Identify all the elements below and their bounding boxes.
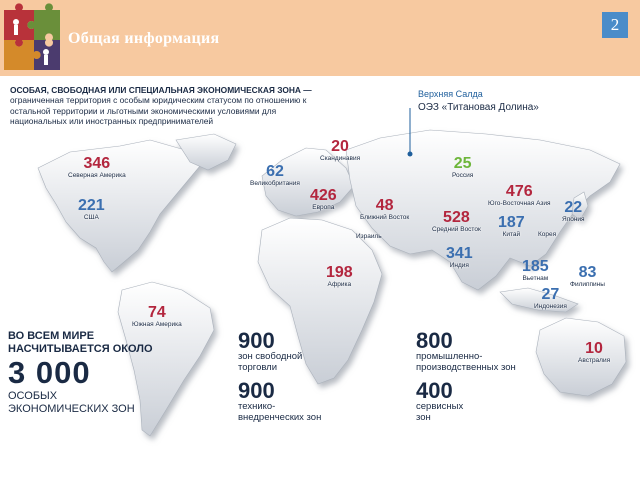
region-india: 341 Индия bbox=[446, 245, 473, 269]
slide-header: Общая информация 2 bbox=[0, 0, 640, 76]
page-number-badge: 2 bbox=[602, 12, 628, 38]
slide-title: Общая информация bbox=[68, 30, 220, 47]
indonesia-shape bbox=[499, 287, 579, 313]
oez-name: ОЭЗ «Титановая Долина» bbox=[418, 102, 539, 113]
region-vietnam: 185 Вьетнам bbox=[522, 258, 549, 282]
stat-service: 400 сервисных зон bbox=[416, 378, 464, 423]
north-america-shape bbox=[37, 139, 206, 273]
total-line-1: ВО ВСЕМ МИРЕ bbox=[8, 330, 95, 342]
total-line-2: НАСЧИТЫВАЕТСЯ ОКОЛО bbox=[8, 343, 153, 355]
region-australia: 10 Австралия bbox=[578, 340, 611, 364]
region-indonesia: 27 Индонезия bbox=[534, 286, 567, 310]
region-japan: 22 Япония bbox=[562, 199, 585, 223]
region-africa: 198 Африка bbox=[326, 264, 353, 288]
total-sez-block: ВО ВСЕМ МИРЕ НАСЧИТЫВАЕТСЯ ОКОЛО 3 000 О… bbox=[8, 330, 153, 416]
region-southeast-asia: 476 Юго-Восточная Азия bbox=[488, 183, 551, 207]
region-korea: Корея bbox=[538, 231, 557, 238]
region-south-america: 74 Южная Америка bbox=[132, 304, 182, 328]
japan-shape bbox=[571, 191, 589, 221]
region-scandinavia: 20 Скандинавия bbox=[320, 138, 361, 162]
stat-free-trade: 900 зон свободной торговли bbox=[238, 328, 303, 373]
region-near-east: 48 Ближний Восток bbox=[360, 197, 410, 221]
australia-shape bbox=[535, 317, 627, 397]
sez-definition: ОСОБАЯ, СВОБОДНАЯ ИЛИ СПЕЦИАЛЬНАЯ ЭКОНОМ… bbox=[10, 85, 328, 127]
oez-pointer bbox=[407, 108, 413, 157]
africa-shape bbox=[257, 217, 383, 385]
sez-definition-body: ограниченная территория с особым юридиче… bbox=[10, 95, 307, 127]
asia-shape bbox=[345, 129, 621, 291]
oez-callout: Верхняя Салда ОЭЗ «Титановая Долина» bbox=[418, 87, 539, 115]
world-map bbox=[37, 129, 627, 437]
region-europe: 426 Европа bbox=[310, 187, 337, 211]
sez-definition-lead: ОСОБАЯ, СВОБОДНАЯ ИЛИ СПЕЦИАЛЬНАЯ ЭКОНОМ… bbox=[10, 85, 312, 95]
region-uk: 62 Великобритания bbox=[250, 163, 300, 187]
total-line-4: ЭКОНОМИЧЕСКИХ ЗОН bbox=[8, 403, 135, 415]
region-china: 187 Китай bbox=[498, 214, 525, 238]
south-america-shape bbox=[117, 281, 215, 437]
region-middle-east: 528 Средний Восток bbox=[432, 209, 481, 233]
region-north-america: 346 Северная Америка bbox=[68, 155, 126, 179]
region-philippines: 83 Филиппины bbox=[570, 264, 605, 288]
greenland-shape bbox=[175, 133, 237, 171]
total-line-3: ОСОБЫХ bbox=[8, 390, 58, 402]
oez-place: Верхняя Салда bbox=[418, 89, 483, 99]
stat-industrial: 800 промышленно- производственных зон bbox=[416, 328, 516, 373]
europe-shape bbox=[261, 147, 355, 217]
stat-tech-innovation: 900 технико- внедренческих зон bbox=[238, 378, 322, 423]
total-value: 3 000 bbox=[8, 355, 91, 390]
region-usa: 221 США bbox=[78, 197, 105, 221]
puzzle-logo-icon bbox=[0, 0, 62, 76]
region-israel: Израиль bbox=[356, 233, 382, 240]
region-russia: 25 Россия bbox=[452, 155, 474, 179]
